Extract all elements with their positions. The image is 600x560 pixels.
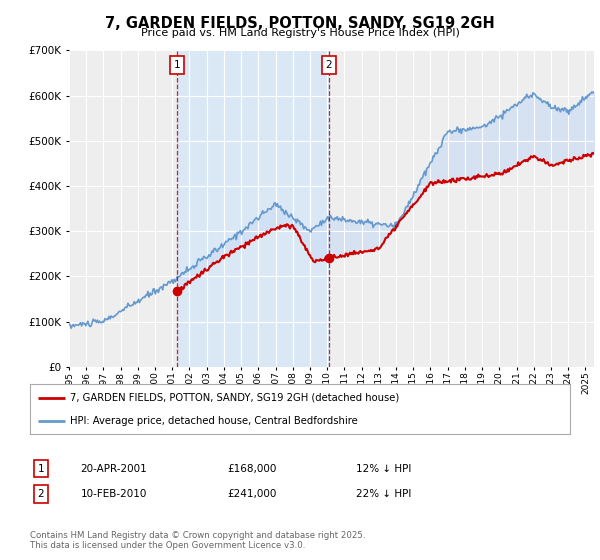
Text: 2: 2 — [326, 60, 332, 70]
Text: Contains HM Land Registry data © Crown copyright and database right 2025.
This d: Contains HM Land Registry data © Crown c… — [30, 531, 365, 550]
Bar — [178, 50, 329, 367]
Text: 1: 1 — [174, 60, 181, 70]
Text: £168,000: £168,000 — [227, 464, 277, 474]
Text: 10-FEB-2010: 10-FEB-2010 — [81, 489, 147, 499]
Text: £241,000: £241,000 — [227, 489, 277, 499]
Text: 12% ↓ HPI: 12% ↓ HPI — [356, 464, 412, 474]
Text: HPI: Average price, detached house, Central Bedfordshire: HPI: Average price, detached house, Cent… — [71, 417, 358, 426]
Text: 7, GARDEN FIELDS, POTTON, SANDY, SG19 2GH (detached house): 7, GARDEN FIELDS, POTTON, SANDY, SG19 2G… — [71, 393, 400, 403]
Text: Price paid vs. HM Land Registry's House Price Index (HPI): Price paid vs. HM Land Registry's House … — [140, 28, 460, 38]
Text: 22% ↓ HPI: 22% ↓ HPI — [356, 489, 412, 499]
Text: 7, GARDEN FIELDS, POTTON, SANDY, SG19 2GH: 7, GARDEN FIELDS, POTTON, SANDY, SG19 2G… — [105, 16, 495, 31]
Text: 20-APR-2001: 20-APR-2001 — [80, 464, 148, 474]
Text: 1: 1 — [37, 464, 44, 474]
Text: 2: 2 — [37, 489, 44, 499]
